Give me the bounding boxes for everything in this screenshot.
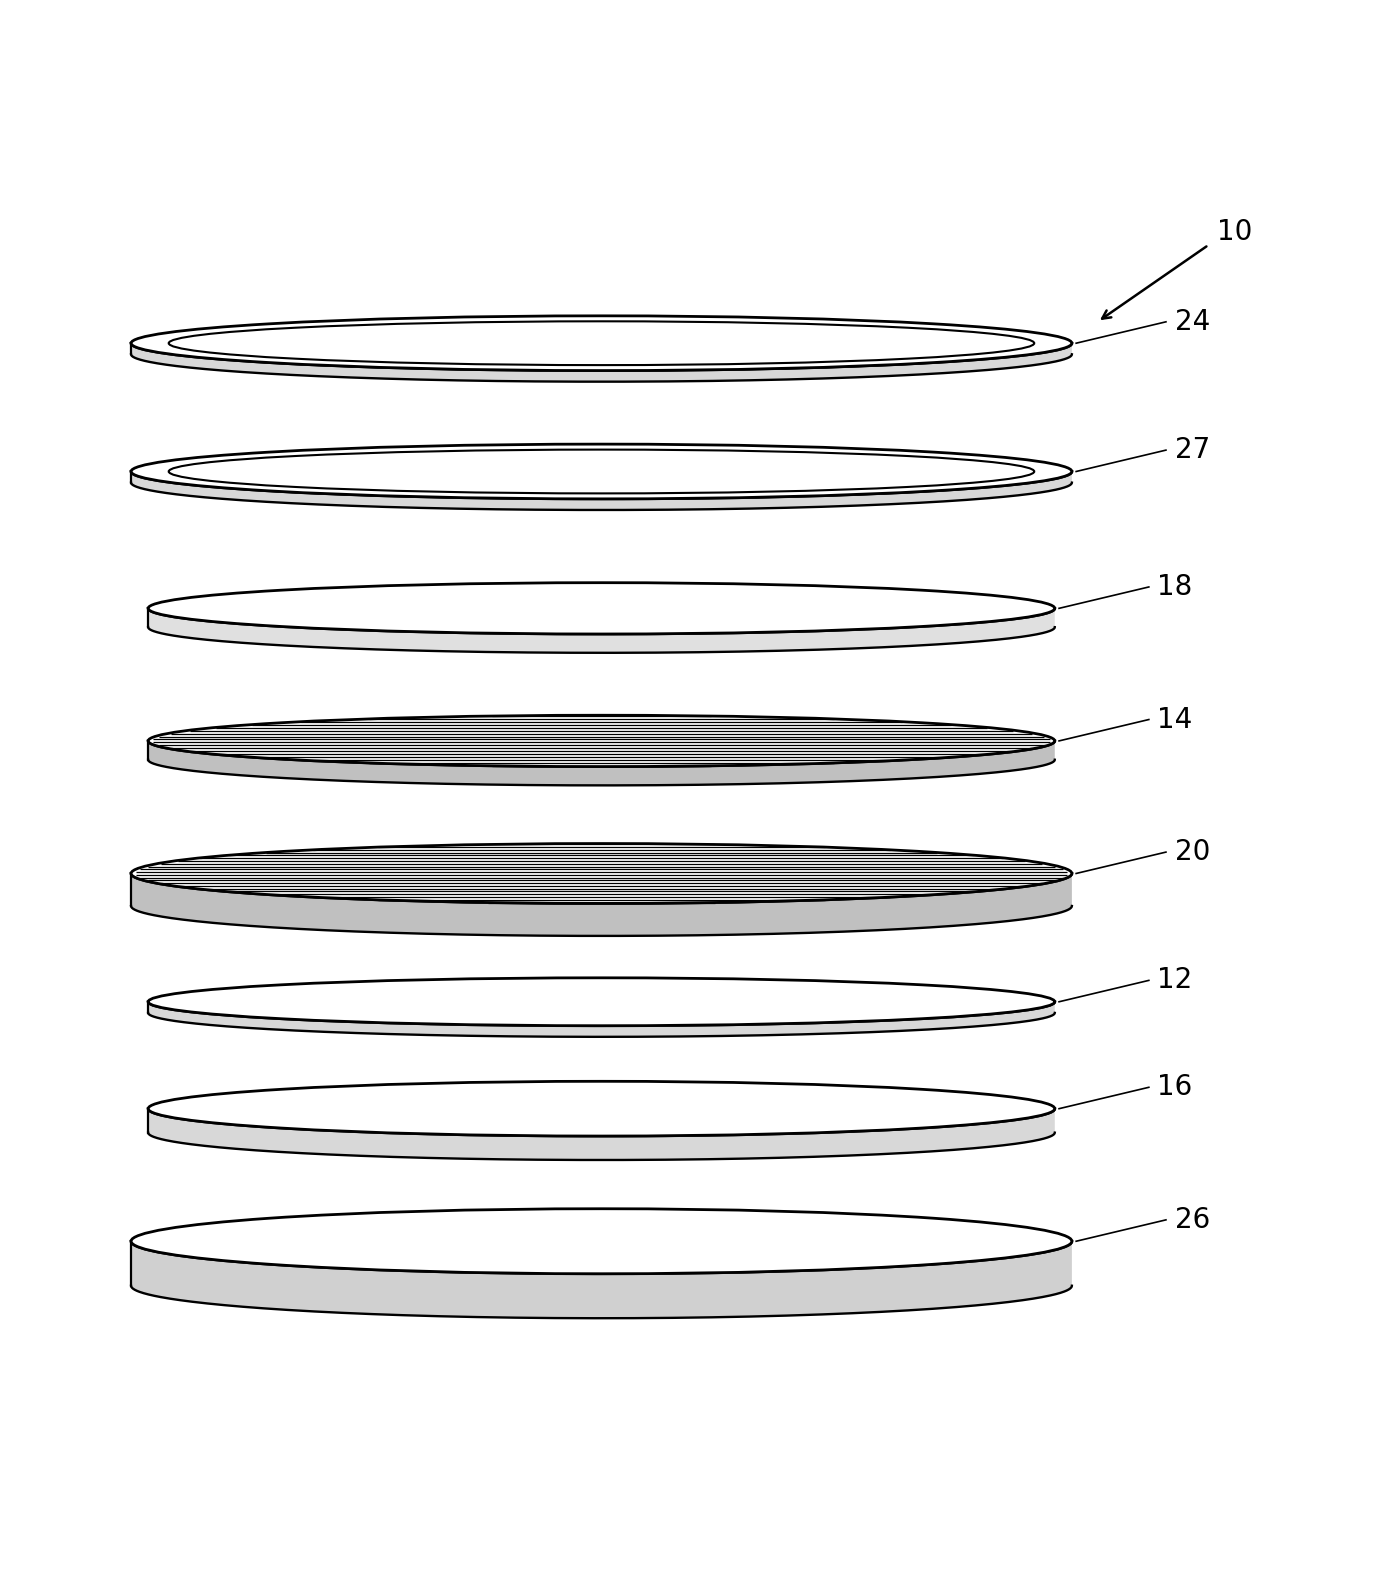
Text: 20: 20: [1175, 838, 1210, 867]
Ellipse shape: [148, 583, 1055, 634]
Text: 10: 10: [1217, 218, 1253, 245]
Ellipse shape: [131, 444, 1072, 499]
Text: 24: 24: [1175, 307, 1209, 336]
Text: 18: 18: [1157, 573, 1193, 601]
Polygon shape: [148, 1109, 1055, 1160]
Polygon shape: [148, 609, 1055, 653]
Text: 12: 12: [1157, 967, 1193, 994]
Ellipse shape: [148, 978, 1055, 1026]
Polygon shape: [131, 472, 1072, 510]
Ellipse shape: [131, 844, 1072, 903]
Polygon shape: [148, 741, 1055, 785]
Polygon shape: [148, 1002, 1055, 1037]
Text: 16: 16: [1157, 1074, 1193, 1101]
Ellipse shape: [148, 715, 1055, 766]
Polygon shape: [131, 873, 1072, 937]
Text: 26: 26: [1175, 1206, 1209, 1235]
Polygon shape: [131, 1241, 1072, 1319]
Ellipse shape: [131, 1209, 1072, 1274]
Ellipse shape: [148, 1082, 1055, 1136]
Text: 27: 27: [1175, 436, 1209, 464]
Polygon shape: [131, 342, 1072, 382]
Text: 14: 14: [1157, 706, 1193, 733]
Ellipse shape: [131, 315, 1072, 371]
